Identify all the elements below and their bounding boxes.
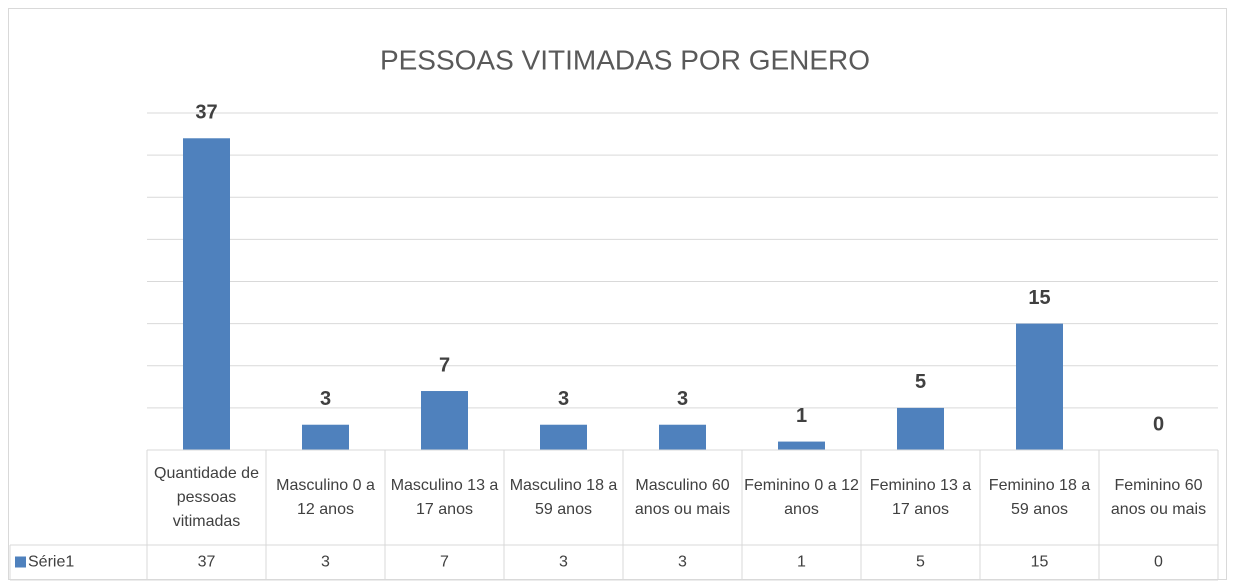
table-value: 3 xyxy=(678,554,687,571)
table-value: 7 xyxy=(440,554,449,571)
x-tick-label: Masculino 18 a 59 anos xyxy=(509,476,618,518)
legend-label: Série1 xyxy=(28,554,74,571)
x-tick-label: Feminino 60 anos ou mais xyxy=(1110,476,1207,518)
bar xyxy=(1016,323,1063,450)
bar xyxy=(302,424,349,450)
bar xyxy=(778,441,825,450)
data-label: 1 xyxy=(796,405,807,427)
table-value: 3 xyxy=(559,554,568,571)
data-label: 3 xyxy=(558,388,569,410)
x-tick-label: Feminino 0 a 12 anos xyxy=(744,476,859,518)
data-label: 0 xyxy=(1153,413,1164,435)
legend-swatch xyxy=(15,556,26,568)
chart-title: PESSOAS VITIMADAS POR GENERO xyxy=(380,44,870,75)
data-label: 5 xyxy=(915,371,926,393)
x-tick-label: Quantidade de pessoas vitimadas xyxy=(154,464,259,530)
table-value: 37 xyxy=(198,554,216,571)
x-tick-label: Feminino 13 a 17 anos xyxy=(869,476,972,518)
x-tick-label: Feminino 18 a 59 anos xyxy=(988,476,1091,518)
x-tick-label: Masculino 0 a 12 anos xyxy=(276,476,375,518)
data-label: 3 xyxy=(677,388,688,410)
table-value: 0 xyxy=(1154,554,1163,571)
bar xyxy=(421,391,468,450)
data-label: 37 xyxy=(195,102,217,124)
data-label: 7 xyxy=(439,354,450,376)
table-value: 5 xyxy=(916,554,925,571)
bar xyxy=(659,424,706,450)
table-value: 1 xyxy=(797,554,806,571)
x-tick-label: Masculino 13 a 17 anos xyxy=(390,476,499,518)
bar xyxy=(897,407,944,450)
table-value: 3 xyxy=(321,554,330,571)
bar xyxy=(183,138,230,450)
table-value: 15 xyxy=(1031,554,1049,571)
data-label: 15 xyxy=(1028,287,1050,309)
x-tick-label: Masculino 60 anos ou mais xyxy=(634,476,731,518)
bar xyxy=(540,424,587,450)
data-label: 3 xyxy=(320,388,331,410)
